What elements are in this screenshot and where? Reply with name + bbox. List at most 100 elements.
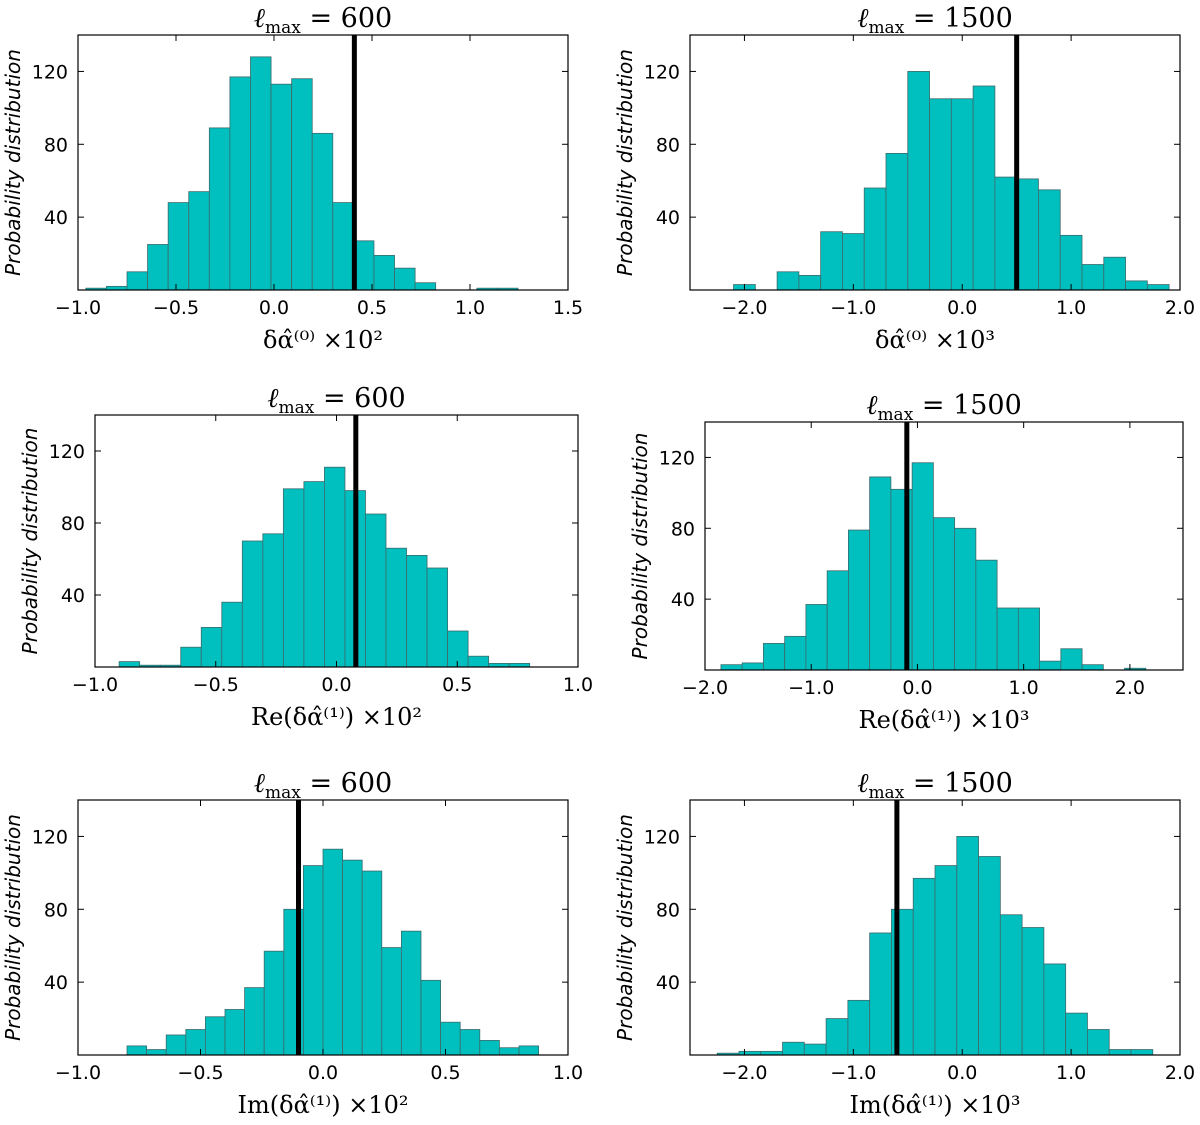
histogram-panel-3: −1.0 −0.5 0.0 0.5 1.0 40 80 120 ℓmax = 600 Re(δα̂… [18, 383, 593, 731]
x-axis-label: δα̂⁽⁰⁾ ×10³ [875, 326, 995, 354]
x-tick-label: −1.0 [72, 674, 118, 696]
title-subscript: max [265, 783, 301, 803]
histogram-bar [820, 231, 843, 291]
histogram-bar [167, 202, 190, 291]
panel-title: ℓmax = 1500 [857, 768, 1013, 803]
histogram-bar [1146, 284, 1170, 291]
histogram-bar [518, 1045, 540, 1056]
panel-title: ℓmax = 1500 [866, 390, 1022, 425]
x-tick-label: −1.0 [830, 1062, 876, 1084]
x-tick-label: −0.5 [153, 297, 199, 319]
x-tick-label: −1.0 [55, 1062, 101, 1084]
histogram-bar [1087, 1029, 1110, 1056]
histogram-bar [204, 1016, 226, 1056]
histogram-bar [1060, 648, 1083, 671]
y-tick-label: 80 [61, 513, 85, 535]
title-equals: = [904, 768, 944, 799]
y-tick-label: 80 [656, 899, 680, 921]
histogram-bar [221, 601, 243, 668]
x-tick-label: −0.5 [177, 1062, 223, 1084]
plot-frame [689, 799, 1181, 1056]
histogram-bar [803, 1043, 827, 1056]
histogram-bar [1081, 664, 1104, 671]
x-tick-label: 0.0 [947, 297, 977, 319]
x-tick-label: 0.0 [321, 674, 351, 696]
x-tick-label: 0.0 [947, 1062, 977, 1084]
histogram-bar [180, 646, 202, 668]
histogram-bar [322, 848, 344, 1056]
histogram-bar [479, 1040, 500, 1056]
title-equals: = [913, 390, 953, 421]
y-tick-label: 40 [656, 207, 680, 229]
title-equals: = [301, 768, 341, 799]
histogram-bar [741, 662, 764, 671]
panel-title: ℓmax = 600 [254, 3, 392, 38]
histogram-bar [848, 529, 871, 671]
x-axis-label: Re(δα̂⁽¹⁾) ×10³ [859, 706, 1030, 734]
panel-title: ℓmax = 600 [267, 383, 405, 418]
title-equals: = [904, 3, 944, 34]
panel-title: ℓmax = 1500 [857, 3, 1013, 38]
histogram-bar [776, 271, 800, 291]
title-symbol: ℓ [866, 390, 878, 421]
histogram-bar [1065, 1012, 1088, 1056]
plot-frame [689, 34, 1181, 291]
plot-frame [704, 421, 1184, 671]
histogram-bar [954, 527, 977, 671]
x-axis-label: Im(δα̂⁽¹⁾) ×10³ [850, 1091, 1021, 1119]
x-tick-label: −1.0 [788, 677, 834, 699]
title-subscript: max [868, 783, 904, 803]
plot-frame [77, 34, 569, 291]
x-axis-label: δα̂⁽⁰⁾ ×10² [263, 326, 383, 354]
x-tick-label: −2.0 [682, 677, 728, 699]
histogram-bar [1021, 927, 1045, 1056]
y-tick-label: 40 [671, 589, 695, 611]
histogram-bar [1016, 178, 1039, 291]
histogram-bar [400, 930, 422, 1056]
y-axis-label: Probability distribution [1, 814, 25, 1041]
histogram-bar [188, 191, 210, 291]
histogram-bar [263, 950, 285, 1056]
x-tick-label: 0.5 [442, 674, 472, 696]
x-tick-label: 2.0 [1165, 297, 1195, 319]
title-subscript: max [279, 398, 315, 418]
histogram-bar [208, 127, 231, 291]
y-tick-label: 120 [644, 826, 680, 848]
title-value: 1500 [953, 390, 1022, 421]
histogram-bar [784, 635, 807, 671]
histogram-bar [447, 630, 469, 668]
histogram-bar [118, 661, 141, 668]
y-tick-label: 80 [44, 899, 68, 921]
title-equals: = [314, 383, 354, 414]
histogram-bar [885, 152, 909, 291]
y-tick-label: 80 [656, 134, 680, 156]
histogram-bar [805, 604, 828, 671]
histogram-bar [126, 271, 148, 291]
histogram-bar [911, 462, 934, 671]
title-value: 600 [341, 3, 393, 34]
x-tick-label: 1.0 [1056, 1062, 1086, 1084]
y-axis-label: Probability distribution [613, 814, 637, 1041]
histogram-bar [932, 517, 956, 671]
x-tick-label: −0.5 [193, 674, 239, 696]
x-tick-label: −1.0 [830, 297, 876, 319]
title-symbol: ℓ [857, 768, 869, 799]
x-tick-label: 1.0 [563, 674, 593, 696]
histogram-bar [1108, 1049, 1132, 1056]
x-tick-label: 1.0 [455, 297, 485, 319]
histogram-panel-6: −2.0 −1.0 0.0 1.0 2.0 40 80 120 ℓmax = 1500 Im(δα… [613, 768, 1195, 1119]
title-symbol: ℓ [254, 3, 266, 34]
histogram-bar [373, 254, 395, 291]
histogram-bar [302, 865, 324, 1056]
y-tick-label: 40 [44, 972, 68, 994]
histogram-bar [1130, 1049, 1154, 1056]
histogram-bar [763, 643, 786, 671]
histogram-bar [996, 607, 1019, 671]
histogram-bar [498, 1047, 520, 1056]
y-axis-label: Probability distribution [18, 428, 42, 655]
histogram-bar [1043, 963, 1067, 1056]
title-subscript: max [265, 18, 301, 38]
histogram-bar [999, 914, 1023, 1056]
histogram-bar [324, 466, 346, 668]
